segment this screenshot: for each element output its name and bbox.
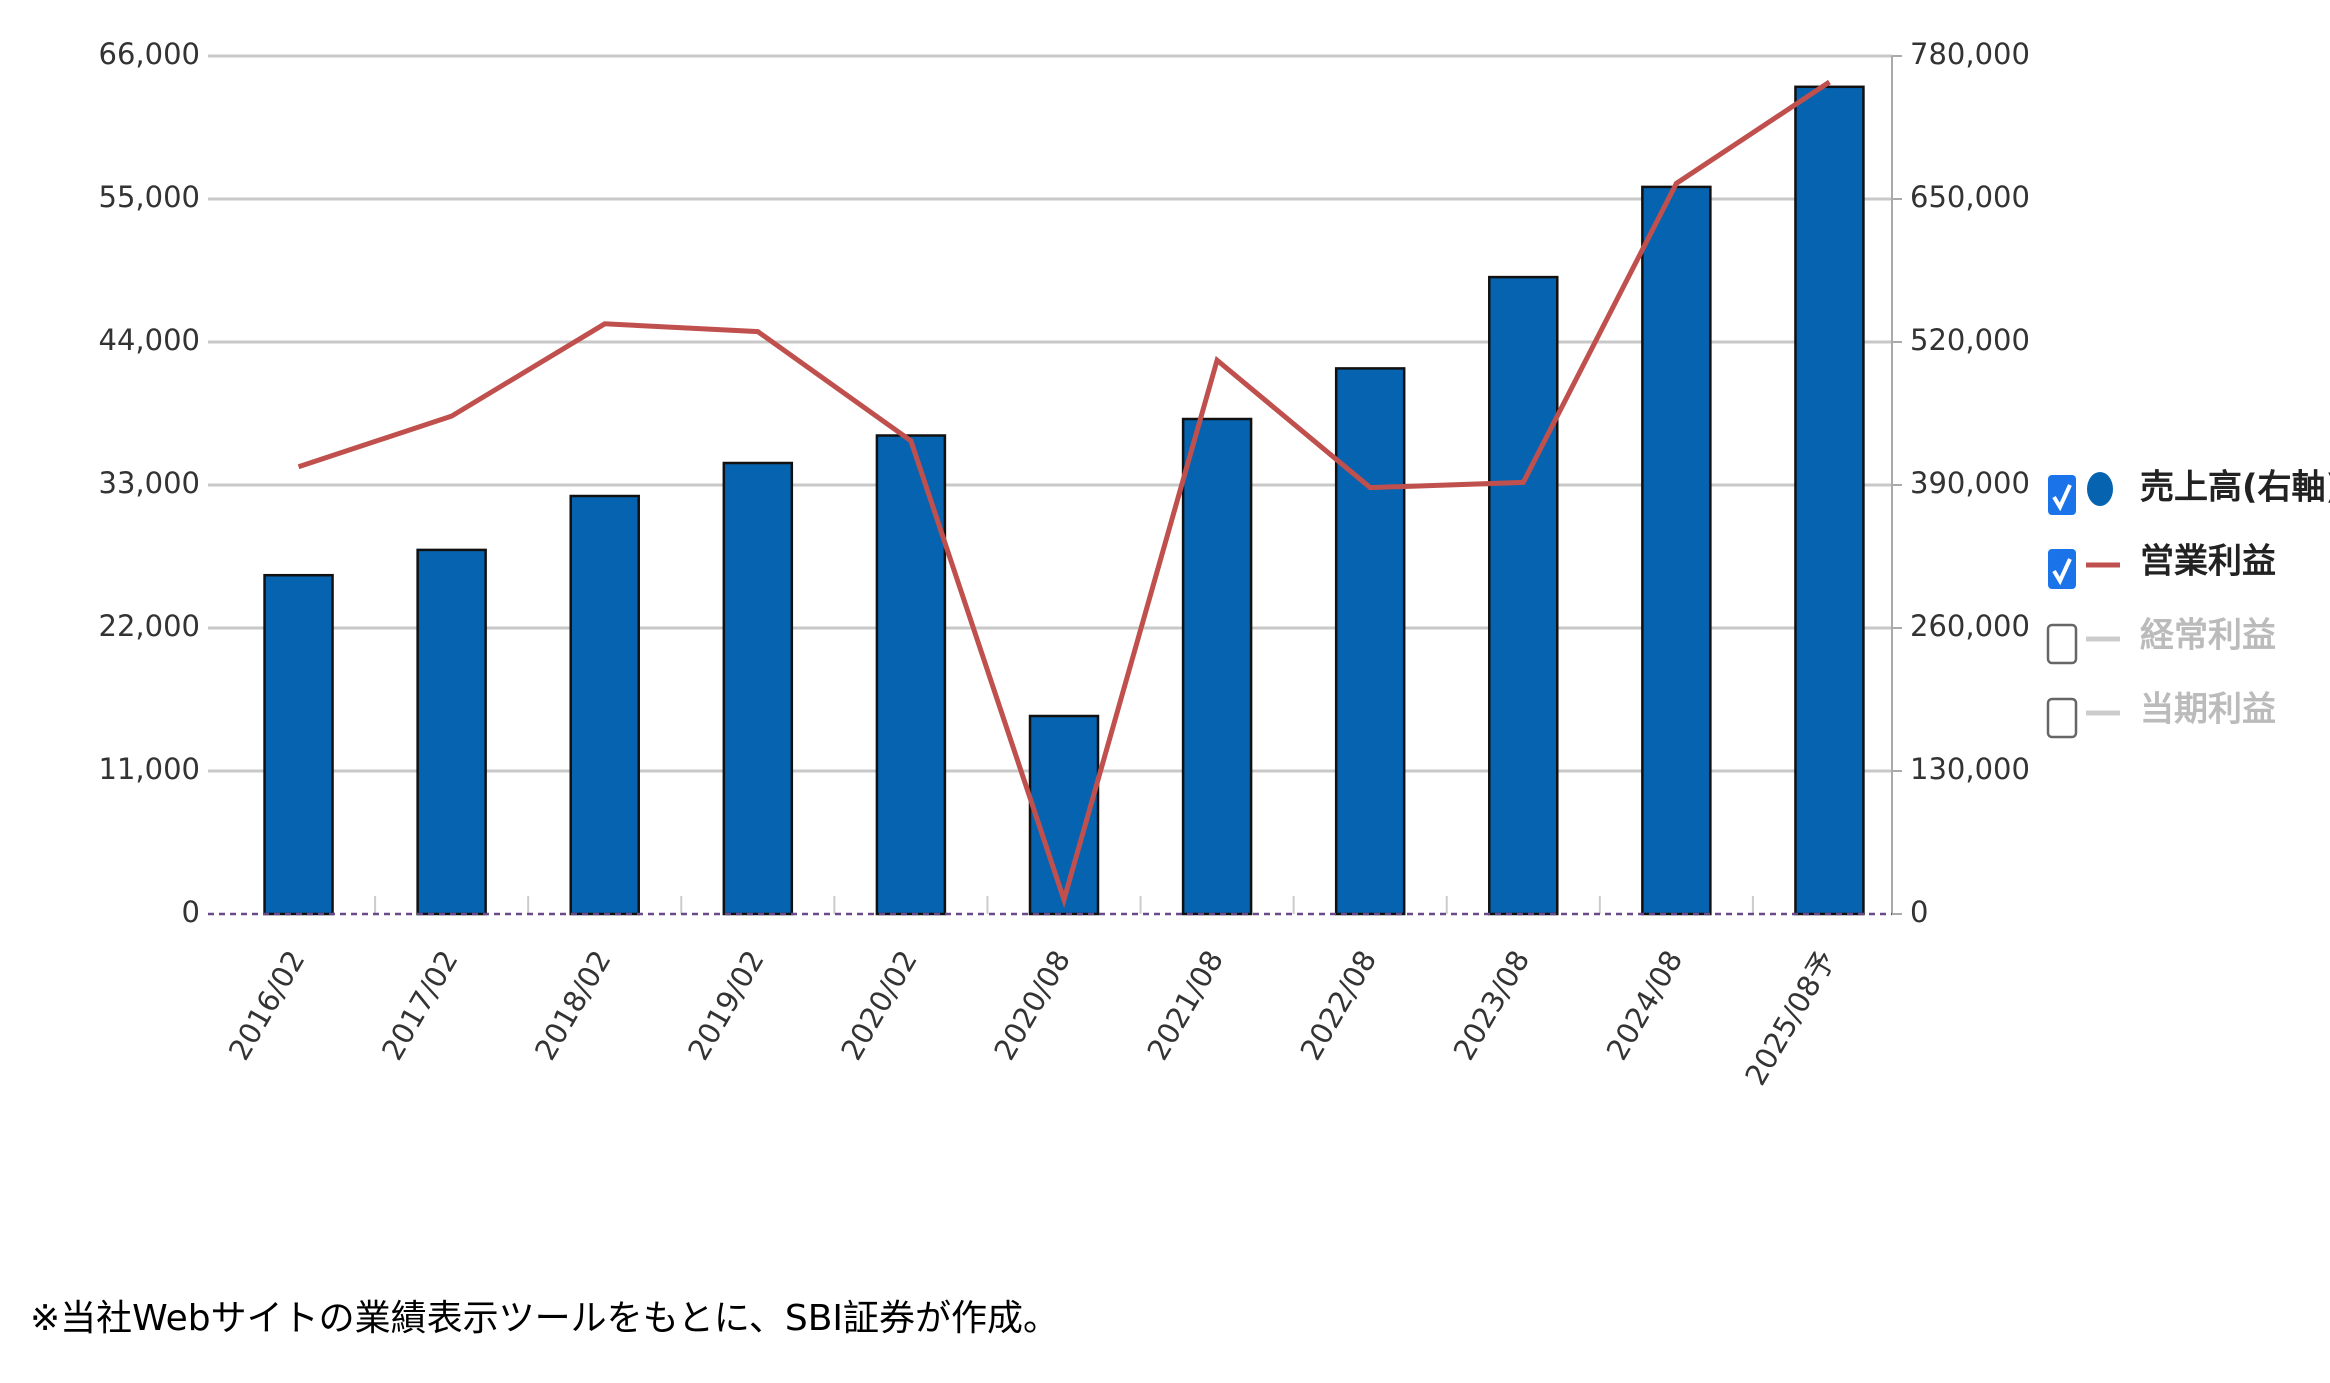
line [297,79,1831,909]
y2-tick-label: 780,000 [1910,37,2030,71]
legend-item[interactable]: 当期利益 [2046,690,2276,739]
legend-label: 経常利益 [2140,616,2276,656]
x-tick-label: 2025/08予 [1738,945,1842,1091]
bar [722,461,794,916]
y-tick-label: 44,000 [99,323,200,357]
legend-item[interactable]: 経常利益 [2046,616,2276,665]
bar [1334,367,1406,916]
y-tick-label: 11,000 [99,752,200,786]
x-tick-label: 2018/02 [528,945,618,1066]
legend-label: 当期利益 [2140,690,2276,730]
legend-checkbox[interactable] [2046,623,2078,665]
y2-tick-label: 650,000 [1910,180,2030,214]
x-tick-label: 2017/02 [375,945,465,1066]
legend-item[interactable]: 売上高(右軸) [2048,468,2330,516]
y-tick-label: 55,000 [99,180,200,214]
bar [1181,417,1253,916]
legend-checkmark [2052,558,2072,586]
y-tick-label: 0 [182,895,200,929]
x-tick-label: 2023/08 [1447,945,1537,1066]
bar [1488,275,1559,916]
y2-tick-label: 0 [1910,895,1928,929]
legend-checkbox[interactable] [2048,549,2076,589]
legend-marker [2087,472,2113,506]
footnote: ※当社Webサイトの業績表示ツールをもとに、SBI証券が作成。 [30,1298,1059,1339]
bar [416,548,487,916]
y-tick-label: 66,000 [99,37,200,71]
x-tick-label: 2022/08 [1293,945,1383,1066]
x-tick-label: 2016/02 [222,945,312,1066]
y-tick-label: 22,000 [99,609,200,643]
y2-tick-label: 390,000 [1910,466,2030,500]
y2-tick-label: 260,000 [1910,609,2030,643]
bar [1641,185,1712,916]
bar [569,494,640,916]
x-tick-label: 2021/08 [1140,945,1230,1066]
x-tick-label: 2020/08 [987,945,1077,1066]
y2-tick-label: 520,000 [1910,323,2030,357]
legend-item[interactable]: 営業利益 [2048,542,2276,590]
x-tick-label: 2019/02 [681,945,771,1066]
bar [263,573,334,916]
x-tick-label: 2024/08 [1600,945,1690,1066]
x-tick-label: 2020/02 [834,945,924,1066]
legend-checkbox[interactable] [2046,697,2078,739]
legend-label: 営業利益 [2140,542,2276,582]
bar [1794,85,1865,916]
y2-tick-label: 130,000 [1910,752,2030,786]
legend-label: 売上高(右軸) [2140,468,2330,508]
legend-checkbox[interactable] [2048,475,2076,515]
y-tick-label: 33,000 [99,466,200,500]
legend-checkmark [2052,484,2072,512]
